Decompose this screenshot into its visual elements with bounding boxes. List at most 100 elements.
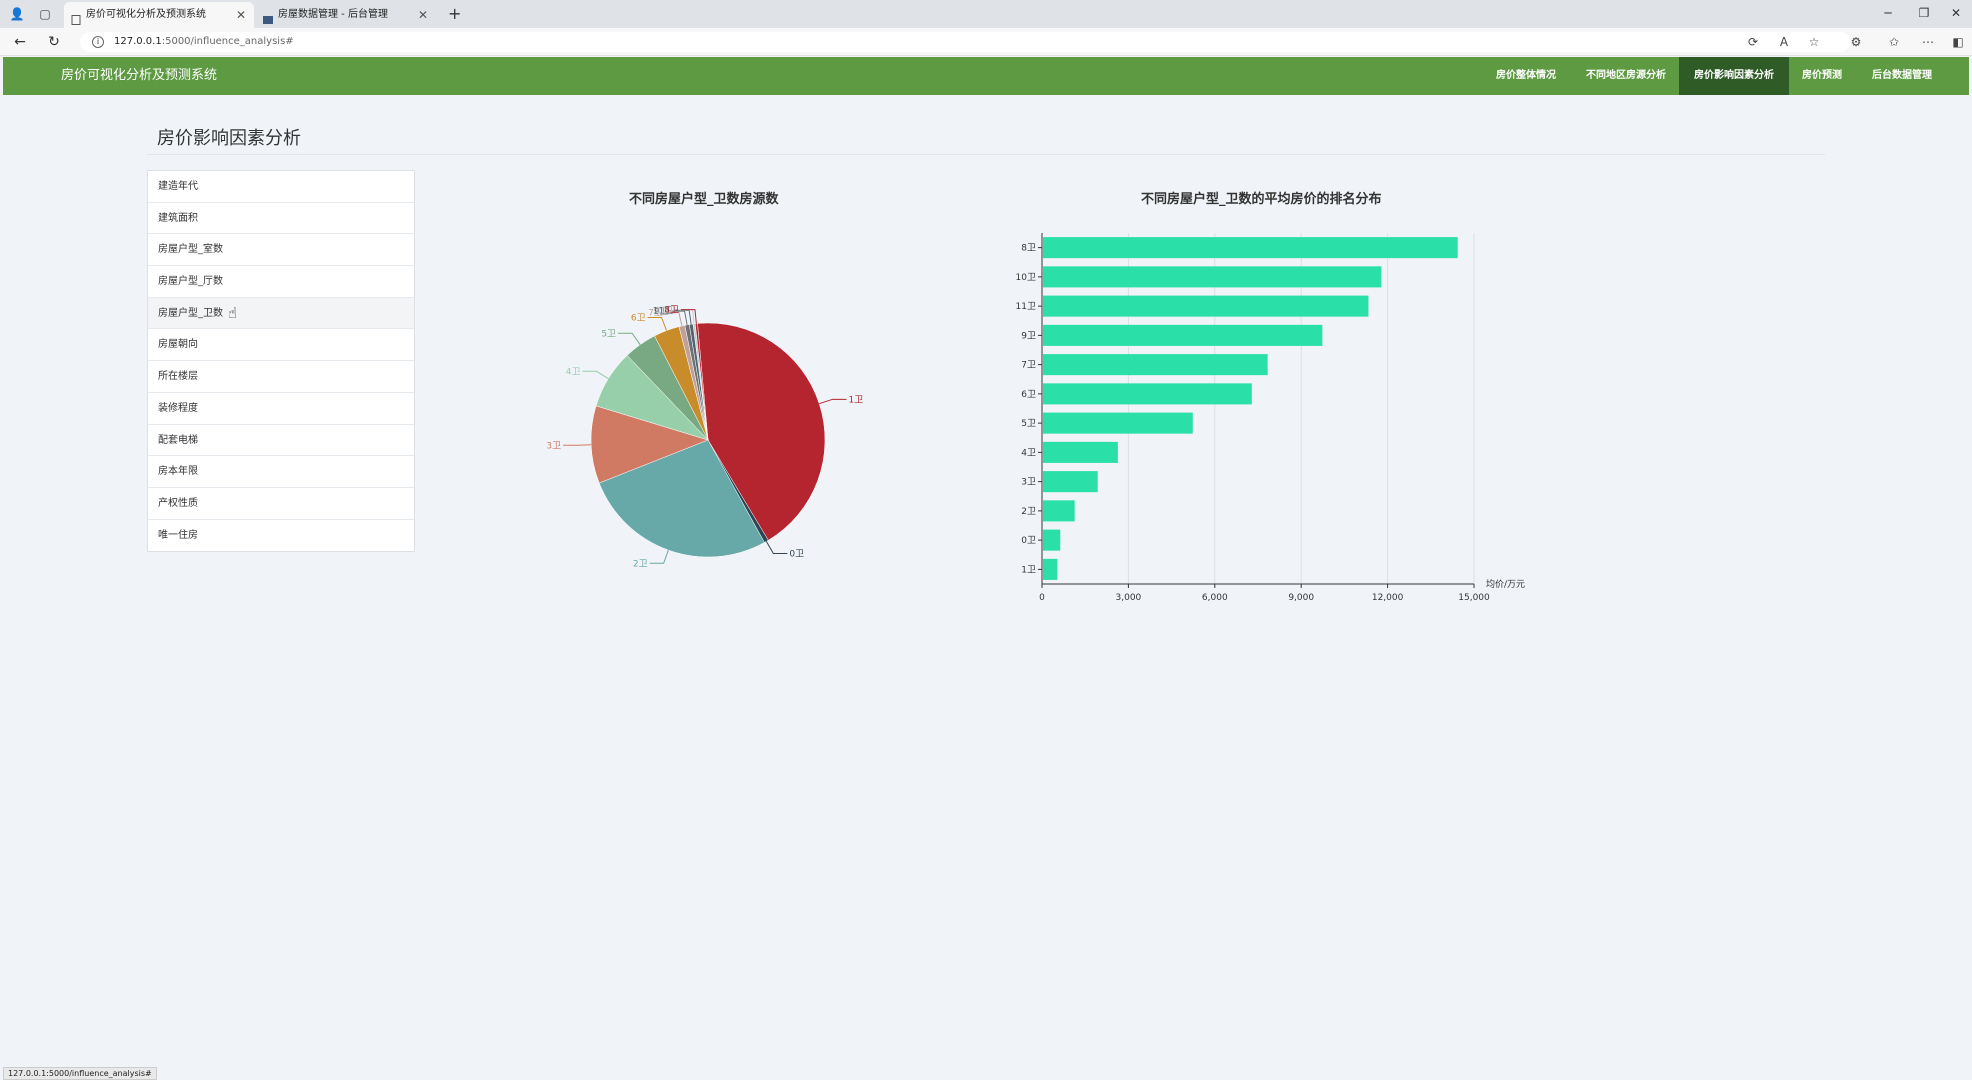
- bar[interactable]: [1043, 237, 1458, 259]
- read-aloud-icon[interactable]: A: [1779, 35, 1789, 49]
- bar[interactable]: [1043, 500, 1075, 522]
- minimize-icon[interactable]: ─: [1884, 6, 1892, 20]
- browser-tab-main[interactable]: 房价可视化分析及预测系统 ✕: [64, 2, 254, 28]
- y-tick-label: 9卫: [1021, 331, 1036, 341]
- sidebar-icon[interactable]: ◧: [1952, 35, 1964, 49]
- pie-label: 9卫: [654, 307, 669, 317]
- nav-region[interactable]: 不同地区房源分析: [1586, 70, 1666, 81]
- close-window-icon[interactable]: ✕: [1950, 6, 1962, 20]
- nav-prediction[interactable]: 房价预测: [1802, 70, 1842, 81]
- site-info-icon[interactable]: i: [92, 36, 104, 48]
- factor-item-halls[interactable]: 房屋户型_厅数: [148, 266, 414, 298]
- y-tick-label: 10卫: [1016, 273, 1036, 283]
- pie-label-line: [649, 549, 669, 564]
- factor-item-floor[interactable]: 所在楼层: [148, 361, 414, 393]
- restore-icon[interactable]: ❐: [1918, 6, 1930, 20]
- pie-slice[interactable]: [598, 439, 765, 558]
- y-tick-label: 3卫: [1021, 478, 1036, 488]
- x-tick-label: 3,000: [1116, 593, 1142, 603]
- favorite-star-icon[interactable]: ☆: [1808, 35, 1820, 49]
- pie-label: 6卫: [631, 313, 646, 323]
- factor-list: 建造年代 建筑面积 房屋户型_室数 房屋户型_厅数 房屋户型_卫数 房屋朝向 所…: [147, 170, 415, 553]
- more-icon[interactable]: ⋯: [1922, 35, 1934, 49]
- y-tick-label: 4卫: [1021, 448, 1036, 458]
- x-tick-label: 9,000: [1288, 593, 1314, 603]
- bar[interactable]: [1043, 529, 1061, 551]
- address-bar-row: ← ↻ i 127.0.0.1:5000/influence_analysis#…: [0, 28, 1972, 56]
- back-icon[interactable]: ←: [14, 34, 26, 50]
- factor-item-area[interactable]: 建筑面积: [148, 203, 414, 235]
- y-tick-label: 1卫: [1021, 565, 1036, 575]
- url-host: 127.0.0.1: [114, 36, 162, 47]
- y-tick-label: 6卫: [1021, 390, 1036, 400]
- factor-item-baths[interactable]: 房屋户型_卫数: [148, 297, 414, 330]
- close-tab-icon[interactable]: ✕: [235, 8, 246, 22]
- profile-icon[interactable]: 👤: [9, 7, 25, 21]
- browser-tab-bar: 👤 ▢ 房价可视化分析及预测系统 ✕ 房屋数据管理 - 后台管理 ✕ + ─ ❐…: [0, 0, 1972, 28]
- favorites-icon[interactable]: ✩: [1888, 35, 1900, 49]
- bar[interactable]: [1043, 383, 1252, 405]
- nav-influence[interactable]: 房价影响因素分析: [1679, 57, 1789, 95]
- pie-label: 11卫: [653, 306, 673, 316]
- pie-label: 8卫: [664, 306, 679, 316]
- bar[interactable]: [1043, 266, 1382, 288]
- x-tick-label: 15,000: [1458, 593, 1490, 603]
- x-axis-label: 均价/万元: [1486, 578, 1525, 590]
- pie-label-line: [664, 311, 683, 327]
- browser-tab-title: 房屋数据管理 - 后台管理: [278, 9, 388, 20]
- pie-label: 2卫: [633, 559, 648, 569]
- browser-tab-admin[interactable]: 房屋数据管理 - 后台管理 ✕: [256, 2, 436, 28]
- y-tick-label: 8卫: [1021, 244, 1036, 254]
- pie-label: 5卫: [601, 329, 616, 339]
- bar[interactable]: [1043, 471, 1098, 493]
- factor-item-cert-years[interactable]: 房本年限: [148, 456, 414, 488]
- mouse-cursor-icon: ☝: [228, 304, 238, 322]
- translate-icon[interactable]: ⟳: [1747, 35, 1759, 49]
- factor-item-rooms[interactable]: 房屋户型_室数: [148, 234, 414, 267]
- pie-slice[interactable]: [590, 405, 709, 484]
- pie-label-line: [670, 310, 688, 325]
- workspaces-icon[interactable]: ▢: [39, 7, 51, 21]
- page-title: 房价影响因素分析: [157, 128, 301, 149]
- pie-label-line: [582, 370, 609, 380]
- pie-label: 1卫: [849, 395, 864, 405]
- pie-label-line: [618, 332, 641, 345]
- bar[interactable]: [1043, 558, 1058, 580]
- y-tick-label: 7卫: [1021, 361, 1036, 371]
- brand-title[interactable]: 房价可视化分析及预测系统: [61, 68, 218, 83]
- pie-label: 3卫: [546, 441, 561, 451]
- nav-overall[interactable]: 房价整体情况: [1496, 70, 1556, 81]
- admin-page-icon: [263, 10, 273, 24]
- pie-chart-title: 不同房屋户型_卫数房源数: [629, 192, 779, 207]
- bar[interactable]: [1043, 441, 1118, 463]
- factor-item-property-right[interactable]: 产权性质: [148, 488, 414, 520]
- x-tick-label: 6,000: [1202, 593, 1228, 603]
- new-tab-icon[interactable]: +: [448, 4, 462, 23]
- factor-item-orientation[interactable]: 房屋朝向: [148, 329, 414, 362]
- factor-item-decoration[interactable]: 装修程度: [148, 393, 414, 425]
- divider: [147, 154, 1825, 155]
- factor-item-only-home[interactable]: 唯一住房: [158, 529, 198, 541]
- factor-item-build-year[interactable]: 建造年代: [148, 171, 414, 203]
- refresh-icon[interactable]: ↻: [48, 34, 60, 50]
- nav-admin[interactable]: 后台数据管理: [1872, 70, 1932, 81]
- factor-item-elevator[interactable]: 配套电梯: [148, 425, 414, 457]
- bar[interactable]: [1043, 324, 1323, 346]
- bar[interactable]: [1043, 412, 1193, 434]
- pie-label-line: [647, 316, 668, 331]
- y-tick-label: 11卫: [1016, 302, 1036, 312]
- pie-label-line: [680, 309, 697, 324]
- status-url: 127.0.0.1:5000/influence_analysis#: [3, 1067, 157, 1080]
- pie-slice[interactable]: [697, 322, 826, 541]
- pie-label: 0卫: [789, 550, 804, 560]
- pie-label: 7卫: [648, 308, 663, 318]
- url-field[interactable]: i 127.0.0.1:5000/influence_analysis#: [80, 32, 1850, 52]
- pie-label-line: [563, 444, 592, 446]
- bar[interactable]: [1043, 295, 1369, 317]
- page-icon: [71, 10, 81, 25]
- bar[interactable]: [1043, 354, 1268, 376]
- extensions-icon[interactable]: ⚙: [1850, 35, 1862, 49]
- close-tab-icon[interactable]: ✕: [417, 8, 428, 22]
- y-tick-label: 2卫: [1021, 507, 1036, 517]
